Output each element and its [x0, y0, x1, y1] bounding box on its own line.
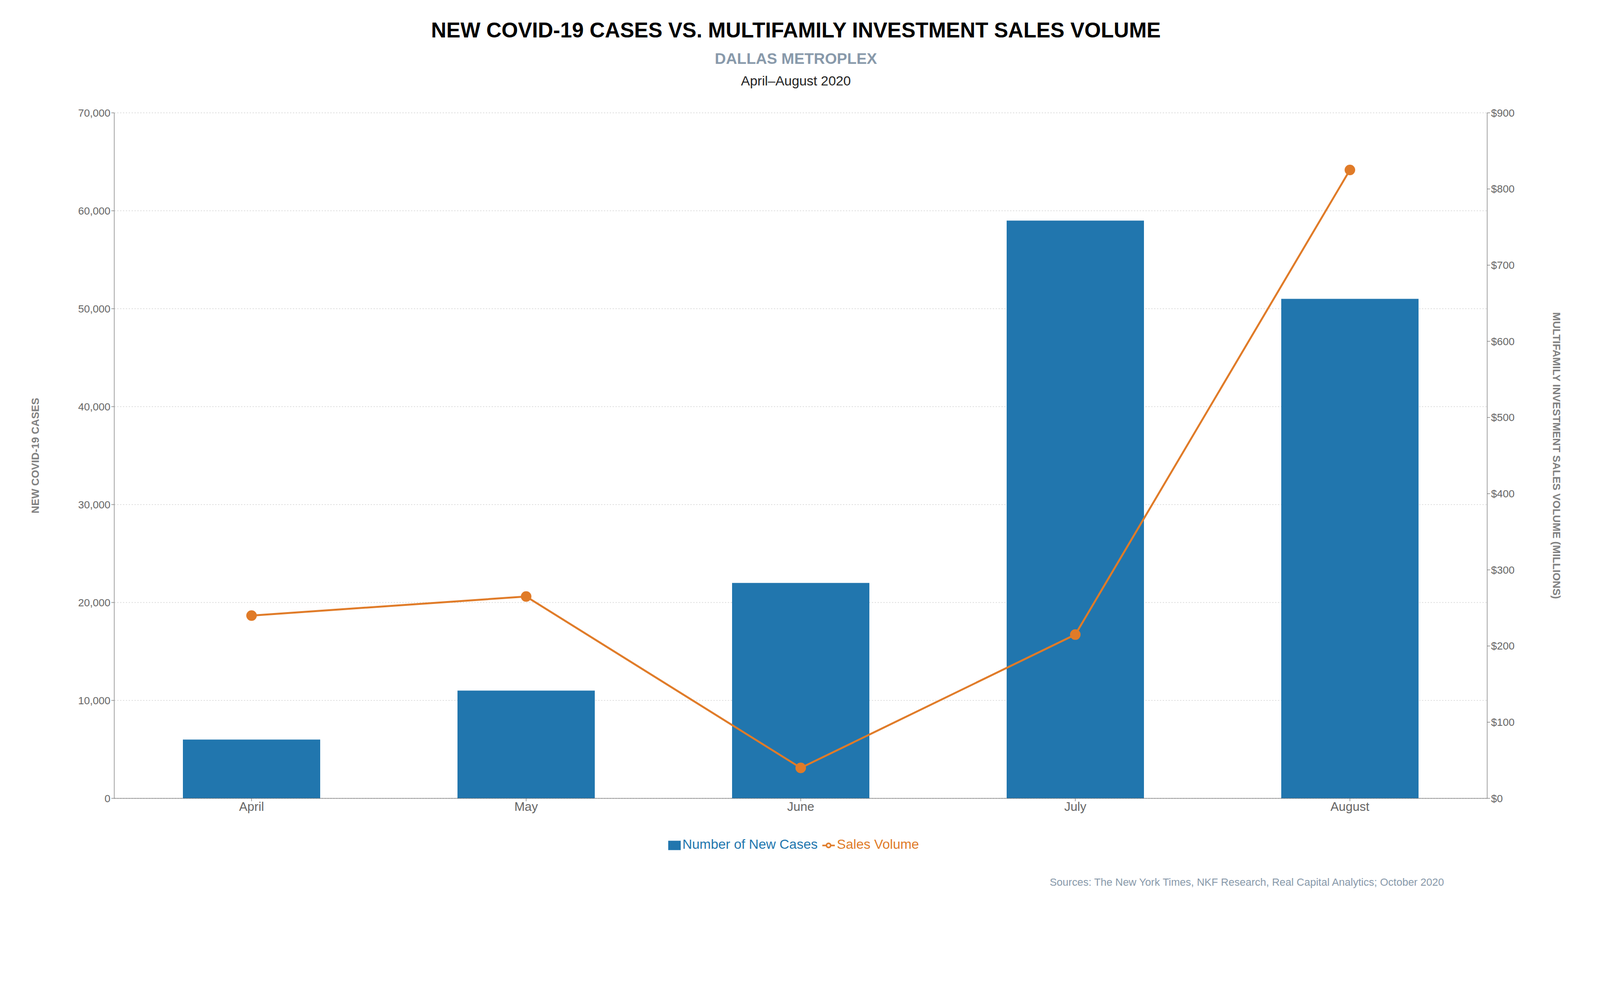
svg-text:NEW COVID-19 CASES: NEW COVID-19 CASES — [29, 397, 42, 514]
svg-text:0: 0 — [104, 792, 111, 805]
svg-text:$600: $600 — [1491, 335, 1515, 348]
svg-text:April: April — [239, 799, 265, 814]
svg-text:$400: $400 — [1491, 487, 1515, 500]
svg-text:$500: $500 — [1491, 411, 1515, 424]
svg-text:July: July — [1064, 799, 1087, 814]
svg-text:20,000: 20,000 — [78, 596, 111, 609]
svg-text:MULTIFAMILY INVESTMENT SALES V: MULTIFAMILY INVESTMENT SALES VOLUME (MIL… — [1550, 312, 1563, 599]
svg-text:$300: $300 — [1491, 564, 1515, 577]
svg-text:$0: $0 — [1491, 792, 1503, 805]
html-text:Sales Volume: Sales Volume — [836, 836, 920, 852]
svg-text:$200: $200 — [1491, 639, 1515, 652]
svg-text:70,000: 70,000 — [78, 107, 111, 120]
html-text:Number of New Cases: Number of New Cases — [682, 836, 818, 852]
html-text:April–August 2020: April–August 2020 — [741, 73, 851, 89]
svg-text:30,000: 30,000 — [78, 498, 111, 511]
svg-text:$100: $100 — [1491, 716, 1515, 729]
svg-text:50,000: 50,000 — [78, 302, 111, 315]
svg-text:10,000: 10,000 — [78, 694, 111, 707]
svg-text:May: May — [514, 799, 538, 814]
svg-text:40,000: 40,000 — [78, 400, 111, 413]
html-text:NEW COVID-19 CASES VS. MULTIFA: NEW COVID-19 CASES VS. MULTIFAMILY INVES… — [431, 18, 1161, 42]
svg-text:June: June — [787, 799, 815, 814]
html-text:DALLAS METROPLEX: DALLAS METROPLEX — [714, 49, 877, 68]
svg-text:$900: $900 — [1491, 107, 1515, 120]
svg-text:August: August — [1330, 799, 1371, 814]
svg-text:$700: $700 — [1491, 259, 1515, 272]
html-text:Sources: The New York Times, N: Sources: The New York Times, NKF Researc… — [1049, 876, 1444, 889]
svg-text:$800: $800 — [1491, 182, 1515, 195]
svg-text:60,000: 60,000 — [78, 204, 111, 217]
